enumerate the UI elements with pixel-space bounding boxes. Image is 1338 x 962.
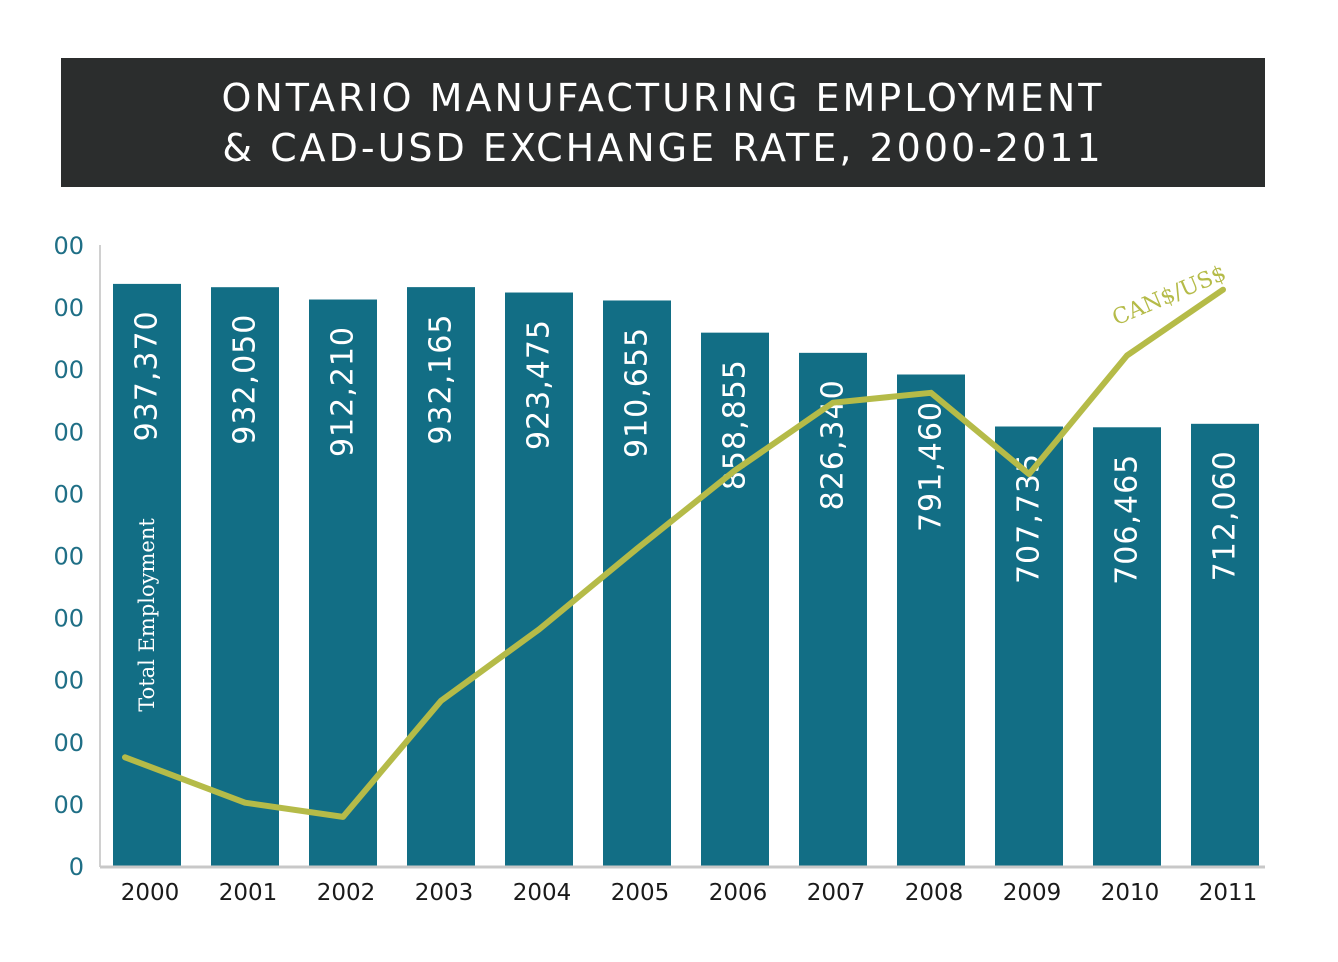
x-tick-label: 2007 [807, 880, 866, 906]
bar-2003 [407, 287, 475, 866]
bar-2006 [701, 332, 769, 867]
x-tick-label: 2002 [317, 880, 376, 906]
bar-2001 [211, 287, 279, 866]
bar-2010 [1093, 427, 1161, 866]
x-tick-label: 2006 [709, 880, 768, 906]
y-tick-label: 0 [69, 853, 84, 881]
title-banner: ONTARIO MANUFACTURING EMPLOYMENT & CAD-U… [61, 58, 1265, 187]
exchange-rate-line [122, 286, 1226, 820]
y-tick-label: 00 [53, 480, 84, 508]
x-tick-label: 2010 [1101, 880, 1160, 906]
bar-2007 [799, 352, 867, 866]
bar-value-label: 912,210 [326, 326, 361, 457]
y-tick-label: 00 [53, 605, 84, 633]
bar-value-label: 932,165 [424, 314, 459, 445]
y-tick-label: 00 [53, 729, 84, 757]
x-tick-label: 2004 [513, 880, 572, 906]
x-tick-label: 2000 [121, 880, 180, 906]
bar-value-label: 923,475 [522, 319, 557, 450]
bar-value-label: 910,655 [620, 327, 655, 458]
chart-title-line-1: ONTARIO MANUFACTURING EMPLOYMENT [221, 75, 1105, 120]
bar-value-label: 937,370 [130, 310, 165, 441]
bar-2011 [1191, 423, 1259, 866]
y-tick-label: 00 [53, 294, 84, 322]
y-tick-label: 00 [53, 418, 84, 446]
x-tick-label: 2001 [219, 880, 278, 906]
x-tick-label: 2009 [1003, 880, 1062, 906]
bar-value-label: 791,460 [914, 401, 949, 532]
y-tick-label: 00 [53, 232, 84, 260]
bar-series-label: Total Employment [135, 518, 159, 712]
bar-2000 [113, 283, 181, 867]
y-tick-label: 00 [53, 543, 84, 571]
bar-value-label: 932,050 [228, 314, 263, 445]
x-tick-label: 2005 [611, 880, 670, 906]
bar-2005 [603, 300, 671, 866]
bar-2009 [995, 426, 1063, 866]
y-tick-label: 00 [53, 356, 84, 384]
x-tick-label: 2011 [1199, 880, 1258, 906]
x-tick-label: 2008 [905, 880, 964, 906]
x-tick-label: 2003 [415, 880, 474, 906]
bar-2004 [505, 292, 573, 866]
y-tick-label: 00 [53, 791, 84, 819]
bar-value-label: 712,060 [1208, 450, 1243, 581]
bar-value-label: 706,465 [1110, 454, 1145, 585]
y-tick-label: 00 [53, 667, 84, 695]
bar-2002 [309, 299, 377, 866]
chart-title-line-2: & CAD-USD EXCHANGE RATE, 2000-2011 [222, 125, 1104, 170]
bar-2008 [897, 374, 965, 866]
